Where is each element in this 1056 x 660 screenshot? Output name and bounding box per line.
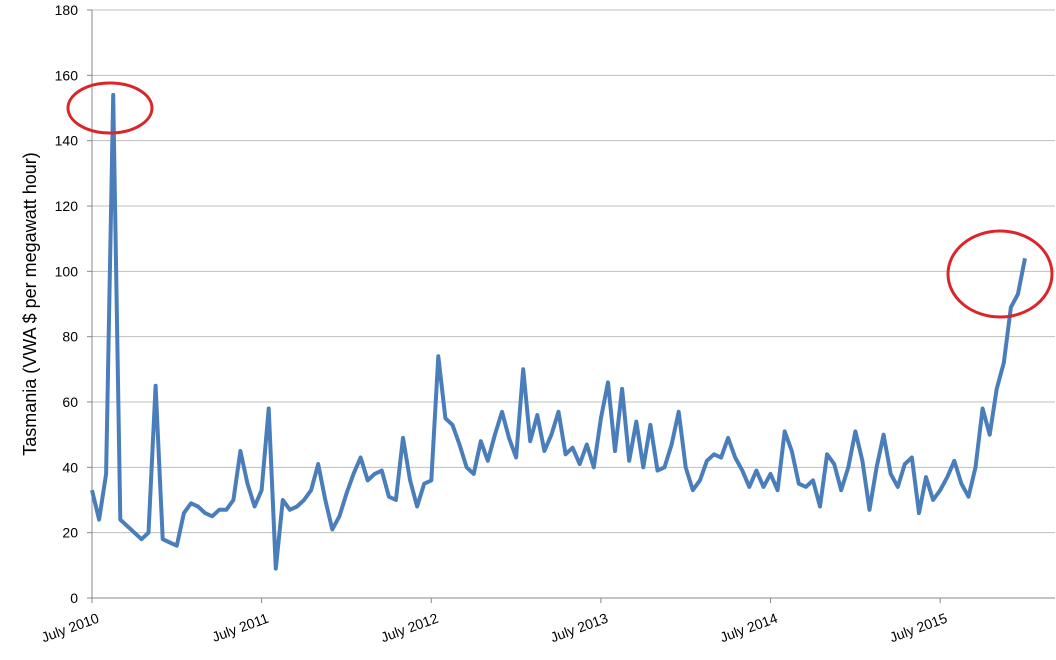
data-line [90, 92, 1027, 571]
highlight-circle [946, 229, 1054, 319]
y-tick-label: 20 [62, 525, 78, 541]
y-tick-label: 120 [55, 198, 79, 214]
y-tick-label: 60 [62, 394, 78, 410]
x-tick-label: July 2012 [379, 610, 441, 646]
y-axis-label: Tasmania (VWA $ per megawatt hour) [20, 152, 40, 455]
x-tick-label: July 2015 [887, 610, 949, 646]
x-tick-label: July 2013 [548, 610, 610, 646]
y-tick-label: 160 [55, 67, 79, 83]
y-tick-label: 40 [62, 459, 78, 475]
y-tick-label: 0 [70, 590, 78, 606]
y-tick-label: 100 [55, 263, 79, 279]
x-tick-label: July 2011 [210, 610, 271, 645]
y-tick-label: 80 [62, 329, 78, 345]
y-tick-label: 180 [55, 2, 79, 18]
y-tick-label: 140 [55, 133, 79, 149]
highlight-circle [66, 81, 154, 135]
x-tick-label: July 2010 [39, 610, 101, 646]
x-tick-label: July 2014 [718, 610, 780, 646]
